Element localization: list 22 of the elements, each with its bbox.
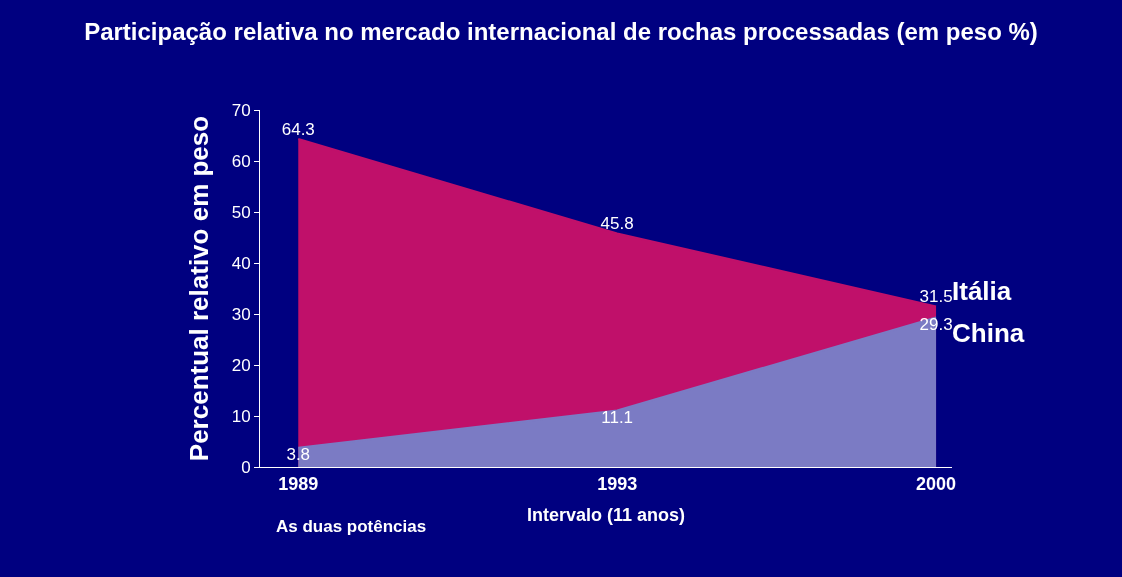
data-label: 64.3 [281, 119, 315, 139]
text: As duas potências [276, 517, 427, 536]
x-tick-label: 2000 [916, 473, 957, 494]
y-tick-label: 70 [231, 100, 251, 120]
chart-title: Participação relativa no mercado internacional de rochas processadas (em peso %) [84, 17, 1038, 45]
data-label: 11.1 [601, 408, 634, 428]
x-tick-label: 1989 [278, 473, 319, 494]
y-axis-title: Percentual relativo em peso [184, 115, 215, 462]
x-tick-label: 1993 [597, 473, 638, 494]
data-label: 45.8 [600, 214, 634, 234]
y-tick-label: 50 [231, 202, 251, 222]
y-tick-label: 40 [231, 253, 251, 273]
y-tick-label: 30 [231, 304, 251, 324]
y-tick-label: 0 [241, 457, 251, 477]
data-label: 29.3 [919, 315, 953, 335]
series-label: Itália [952, 276, 1012, 306]
series-label: China [952, 318, 1025, 348]
y-tick-label: 60 [231, 151, 251, 171]
data-label: 31.5 [919, 287, 953, 307]
y-tick-label: 20 [231, 355, 251, 375]
y-tick-label: 10 [231, 406, 251, 426]
x-axis-title: Intervalo (11 anos) [526, 504, 686, 525]
